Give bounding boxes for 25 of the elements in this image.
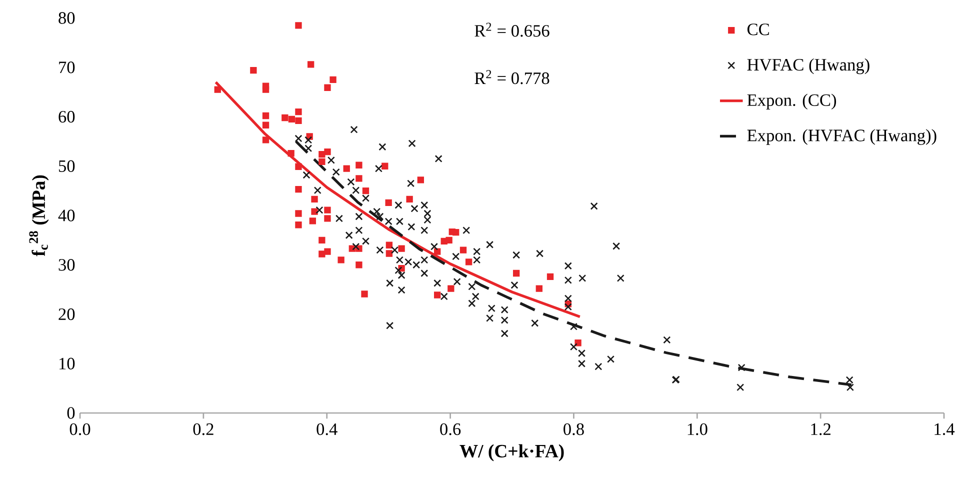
x-tick-label: 1.0 <box>688 423 708 436</box>
y-tick-label: 70 <box>59 62 75 74</box>
x-tick-label: 1.4 <box>934 423 955 436</box>
x-axis-title: W/ (C+k·FA) <box>460 444 564 462</box>
y-tick-label: 30 <box>58 259 75 271</box>
x-tick-label: 0.8 <box>564 423 584 436</box>
y-tick-label: 10 <box>59 358 75 370</box>
legend-label: HVFAC (Hwang) <box>747 58 870 74</box>
legend-label: CC <box>747 24 769 36</box>
y-tick-label: 80 <box>58 12 75 24</box>
x-tick-label: 0.0 <box>70 423 90 436</box>
legend-label: Expon. (HVFAC (Hwang)) <box>747 129 936 145</box>
x-tick-label: 1.2 <box>811 423 830 436</box>
y-tick-label: 50 <box>58 160 75 172</box>
x-tick-label: 0.4 <box>316 423 338 436</box>
x-tick-label: 0.6 <box>440 423 461 436</box>
y-axis-title: f$_{c}$$^{28}$ (MPa) <box>29 175 49 256</box>
annotation: R$^{2}$ = 0.778 <box>474 70 550 84</box>
y-tick-label: 20 <box>58 308 75 320</box>
legend-label: Expon. (CC) <box>747 94 836 110</box>
y-tick-label: 40 <box>58 210 75 222</box>
y-tick-label: 60 <box>58 110 75 123</box>
y-tick-label: 0 <box>67 407 75 419</box>
annotation: R$^{2}$ = 0.656 <box>474 22 550 37</box>
x-tick-label: 0.2 <box>193 423 214 436</box>
